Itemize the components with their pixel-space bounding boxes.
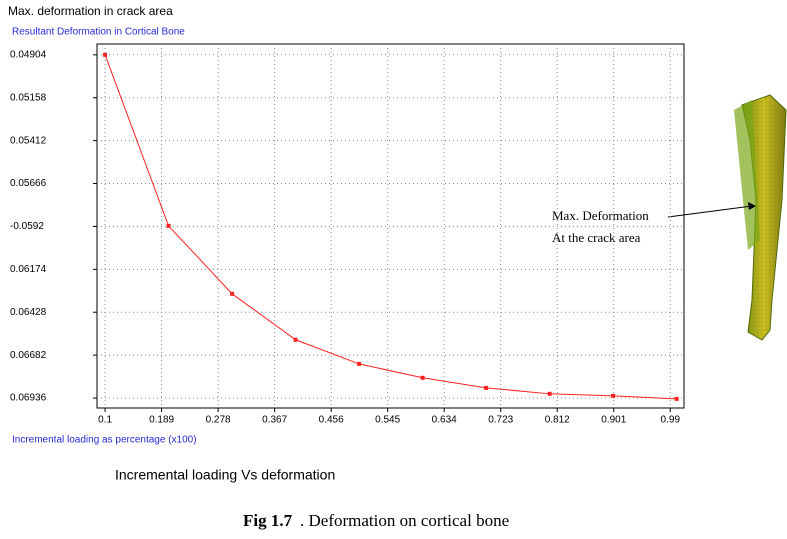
point (230, 291, 235, 296)
y-tick-label: 0.05158 (10, 92, 47, 103)
annotation-line: Max. Deformation (552, 208, 649, 223)
x-axis-label: Incremental loading as percentage (x100) (12, 435, 197, 446)
y-tick-label: 0.05666 (10, 178, 47, 189)
x-tick-label: 0.99 (661, 415, 681, 426)
x-tick-label: 0.812 (545, 415, 570, 426)
x-tick-label: 0.723 (488, 415, 513, 426)
point (103, 52, 108, 57)
x-tick-label: 0.278 (206, 415, 231, 426)
series-line (104, 54, 677, 400)
x-tick-label: 0.1 (98, 415, 112, 426)
caption: . Deformation on cortical bone (300, 511, 509, 530)
point (357, 361, 362, 366)
y-axis-label: Resultant Deformation in Cortical Bone (12, 27, 185, 38)
point (611, 393, 616, 398)
window-title: Max. deformation in crack area (8, 4, 173, 18)
point (484, 385, 489, 390)
point (420, 375, 425, 380)
y-tick-label: 0.06936 (10, 393, 47, 404)
bone-image (734, 94, 787, 341)
y-tick-label: 0.06174 (10, 264, 47, 275)
point (166, 223, 171, 228)
subtitle: Incremental loading Vs deformation (115, 467, 335, 483)
point (547, 391, 552, 396)
caption-label: Fig 1.7 (243, 511, 293, 530)
point (674, 396, 679, 401)
annotation-line: At the crack area (552, 230, 641, 245)
x-tick-label: 0.367 (262, 415, 287, 426)
point (293, 337, 298, 342)
annotation-arrow (667, 205, 753, 218)
x-tick-label: 0.634 (432, 415, 457, 426)
y-tick-label: 0.04904 (10, 49, 47, 60)
x-tick-label: 0.189 (149, 415, 174, 426)
y-tick-label: 0.06682 (10, 350, 47, 361)
x-tick-label: 0.901 (601, 415, 626, 426)
x-tick-label: 0.545 (375, 415, 400, 426)
x-tick-label: 0.456 (319, 415, 344, 426)
y-tick-label: -0.0592 (10, 221, 44, 232)
arrow-head (748, 202, 756, 210)
y-tick-label: 0.05412 (10, 135, 47, 146)
y-tick-label: 0.06428 (10, 307, 47, 318)
